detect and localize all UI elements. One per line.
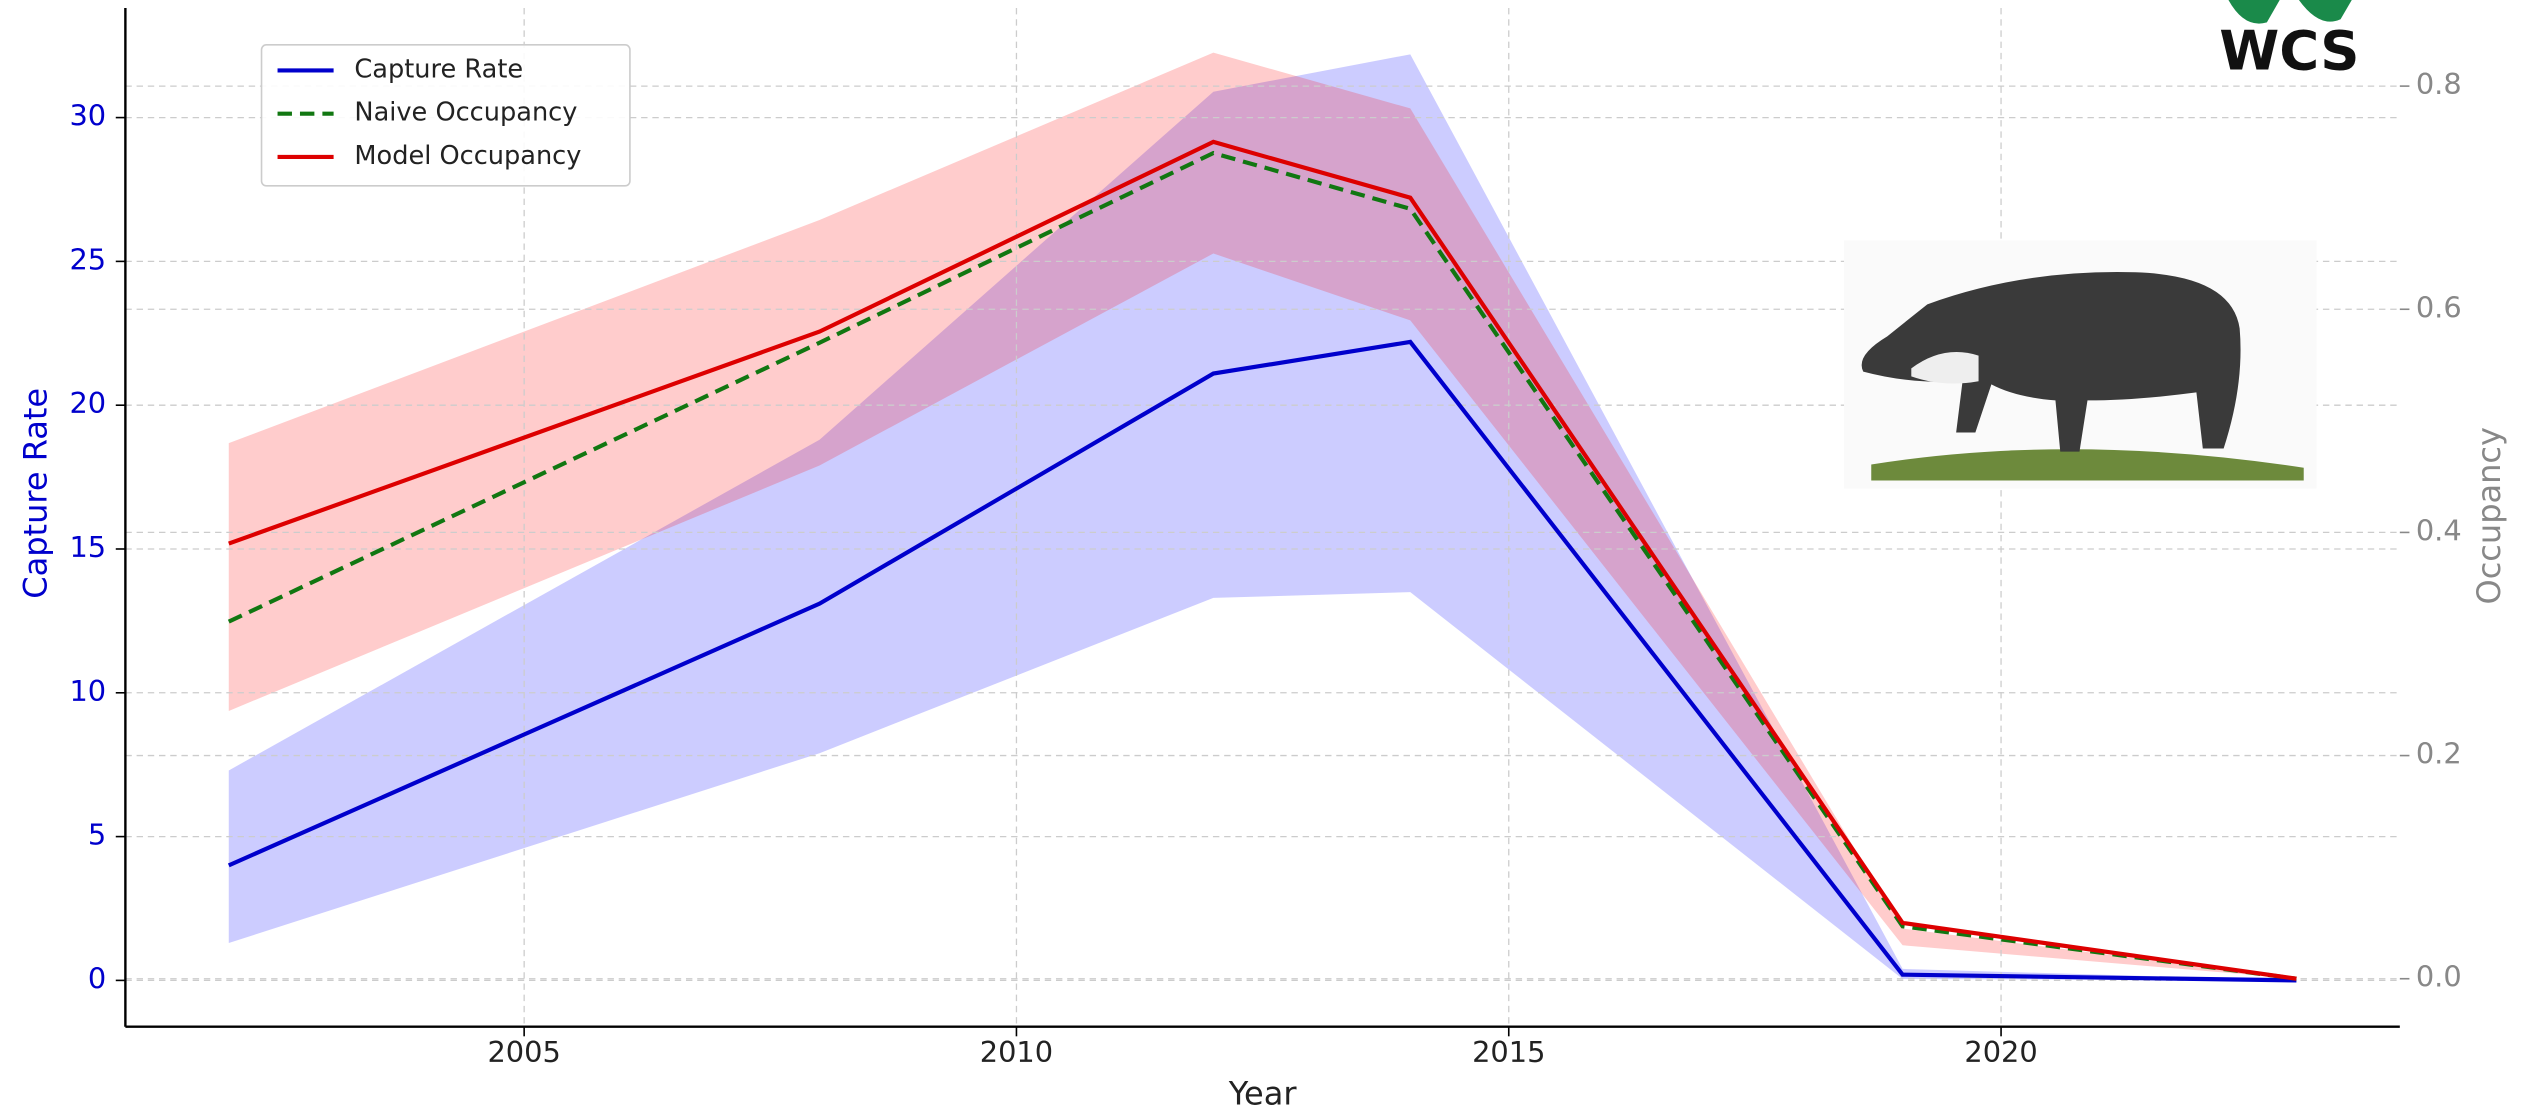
logo-leaf [2298,0,2352,22]
confidence-band [228,52,2297,979]
x-tick-label: 2015 [1472,1035,1545,1069]
y-tick-label: 25 [69,242,106,276]
grass [1871,449,2304,481]
y2-axis-label: Occupancy [2470,427,2508,604]
y2-tick-label: 0.0 [2416,960,2462,994]
y2-tick-label: 0.4 [2416,513,2462,547]
x-tick-label: 2010 [980,1035,1053,1069]
series-line [228,139,2297,981]
lines [227,139,2297,983]
legend-label: Capture Rate [354,54,523,84]
y-tick-label: 5 [88,818,106,852]
series-line [227,339,2297,983]
y2-tick-label: 0.8 [2416,67,2462,101]
y-axis-label: Capture Rate [16,388,54,599]
y-tick-label: 30 [69,99,106,133]
grid [125,8,2400,1027]
animal-collar [1911,352,1979,384]
bands [228,52,2297,981]
legend-label: Model Occupancy [354,141,581,171]
y-tick-label: 20 [69,386,106,420]
x-tick-label: 2020 [1964,1035,2037,1069]
logo-text: WCS [2219,19,2359,83]
animal-illustration [1844,240,2317,489]
y-tick-label: 0 [88,961,106,995]
y2-tick-label: 0.6 [2416,290,2462,324]
legend: Capture Rate Naive Occupancy Model Occupan… [260,44,631,187]
series-line [227,150,2297,981]
legend-label: Naive Occupancy [354,98,577,128]
y-tick-label: 15 [69,530,106,564]
confidence-band [228,54,2297,981]
y-tick-label: 10 [69,674,106,708]
animal [1861,272,2241,452]
y2-tick-label: 0.2 [2416,737,2462,771]
legend-box [260,44,631,187]
logo: WCS [2219,0,2359,83]
x-tick-label: 2005 [487,1035,560,1069]
logo-leaf [2228,0,2280,24]
x-axis-label: Year [1228,1075,1298,1113]
